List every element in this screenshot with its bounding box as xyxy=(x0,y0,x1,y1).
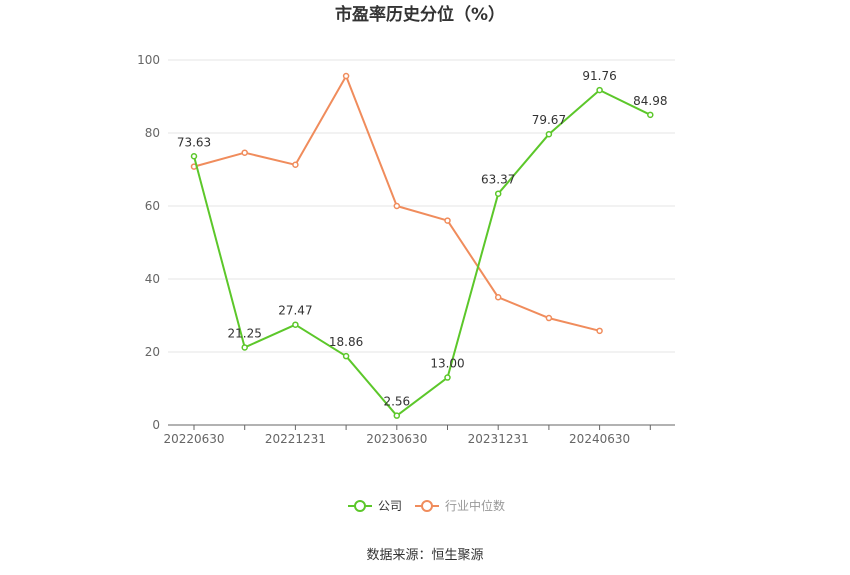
source-text: 数据来源：恒生聚源 xyxy=(366,548,483,563)
y-tick-label: 40 xyxy=(145,272,160,286)
data-point xyxy=(494,190,502,197)
series-line-0 xyxy=(193,89,651,417)
data-point xyxy=(545,130,553,138)
data-point xyxy=(292,321,299,328)
grid xyxy=(168,59,675,353)
y-tick-label: 80 xyxy=(145,126,160,140)
data-point xyxy=(393,412,401,419)
data-point xyxy=(444,217,451,224)
data-label: 18.86 xyxy=(329,335,363,349)
data-label: 13.00 xyxy=(430,357,464,371)
data-point xyxy=(190,153,198,160)
data-label: 63.37 xyxy=(481,173,515,187)
y-tick-label: 20 xyxy=(145,345,160,359)
x-tick-label: 20221231 xyxy=(265,432,326,446)
data-point xyxy=(545,314,553,322)
y-tick-label: 0 xyxy=(152,418,160,432)
data-point xyxy=(393,202,401,210)
axes: 0 20 40 60 80 100 20220630 20221231 20230630 2023… xyxy=(137,53,675,446)
legend-label: 行业中位数 xyxy=(445,498,505,513)
y-tick-label: 100 xyxy=(137,53,160,67)
x-tick-label: 20220630 xyxy=(163,432,224,446)
data-point xyxy=(292,161,299,169)
data-label: 79.67 xyxy=(532,113,566,127)
data-point xyxy=(241,149,248,156)
data-point xyxy=(342,352,350,360)
chart-title: 市盈率历史分位（%） xyxy=(335,4,505,25)
data-labels: 73.63 21.25 27.47 18.86 2.56 13.00 63.37 79.67 9… xyxy=(177,69,668,409)
legend-item-0[interactable]: 公司 xyxy=(348,499,402,513)
data-label: 84.98 xyxy=(633,94,667,108)
data-label: 2.56 xyxy=(383,395,410,409)
data-point xyxy=(342,72,350,80)
data-label: 21.25 xyxy=(228,326,262,340)
legend[interactable]: 公司 行业中位数 xyxy=(348,498,505,513)
x-tick-label: 20231231 xyxy=(468,432,529,446)
x-tick-label: 20240630 xyxy=(569,432,630,446)
legend-marker xyxy=(354,500,366,512)
data-point xyxy=(647,111,654,119)
data-label: 91.76 xyxy=(582,69,616,83)
series-layer xyxy=(190,72,654,419)
data-point xyxy=(494,294,502,301)
x-tick-label: 20230630 xyxy=(366,432,427,446)
legend-label: 公司 xyxy=(378,499,402,513)
data-point xyxy=(596,327,603,335)
data-point xyxy=(596,86,603,94)
y-tick-label: 60 xyxy=(145,199,160,213)
legend-item-1[interactable]: 行业中位数 xyxy=(415,498,505,513)
data-label: 27.47 xyxy=(278,304,312,318)
legend-marker xyxy=(421,500,433,512)
data-point xyxy=(444,374,451,381)
data-label: 73.63 xyxy=(177,135,211,149)
data-point xyxy=(241,344,248,351)
